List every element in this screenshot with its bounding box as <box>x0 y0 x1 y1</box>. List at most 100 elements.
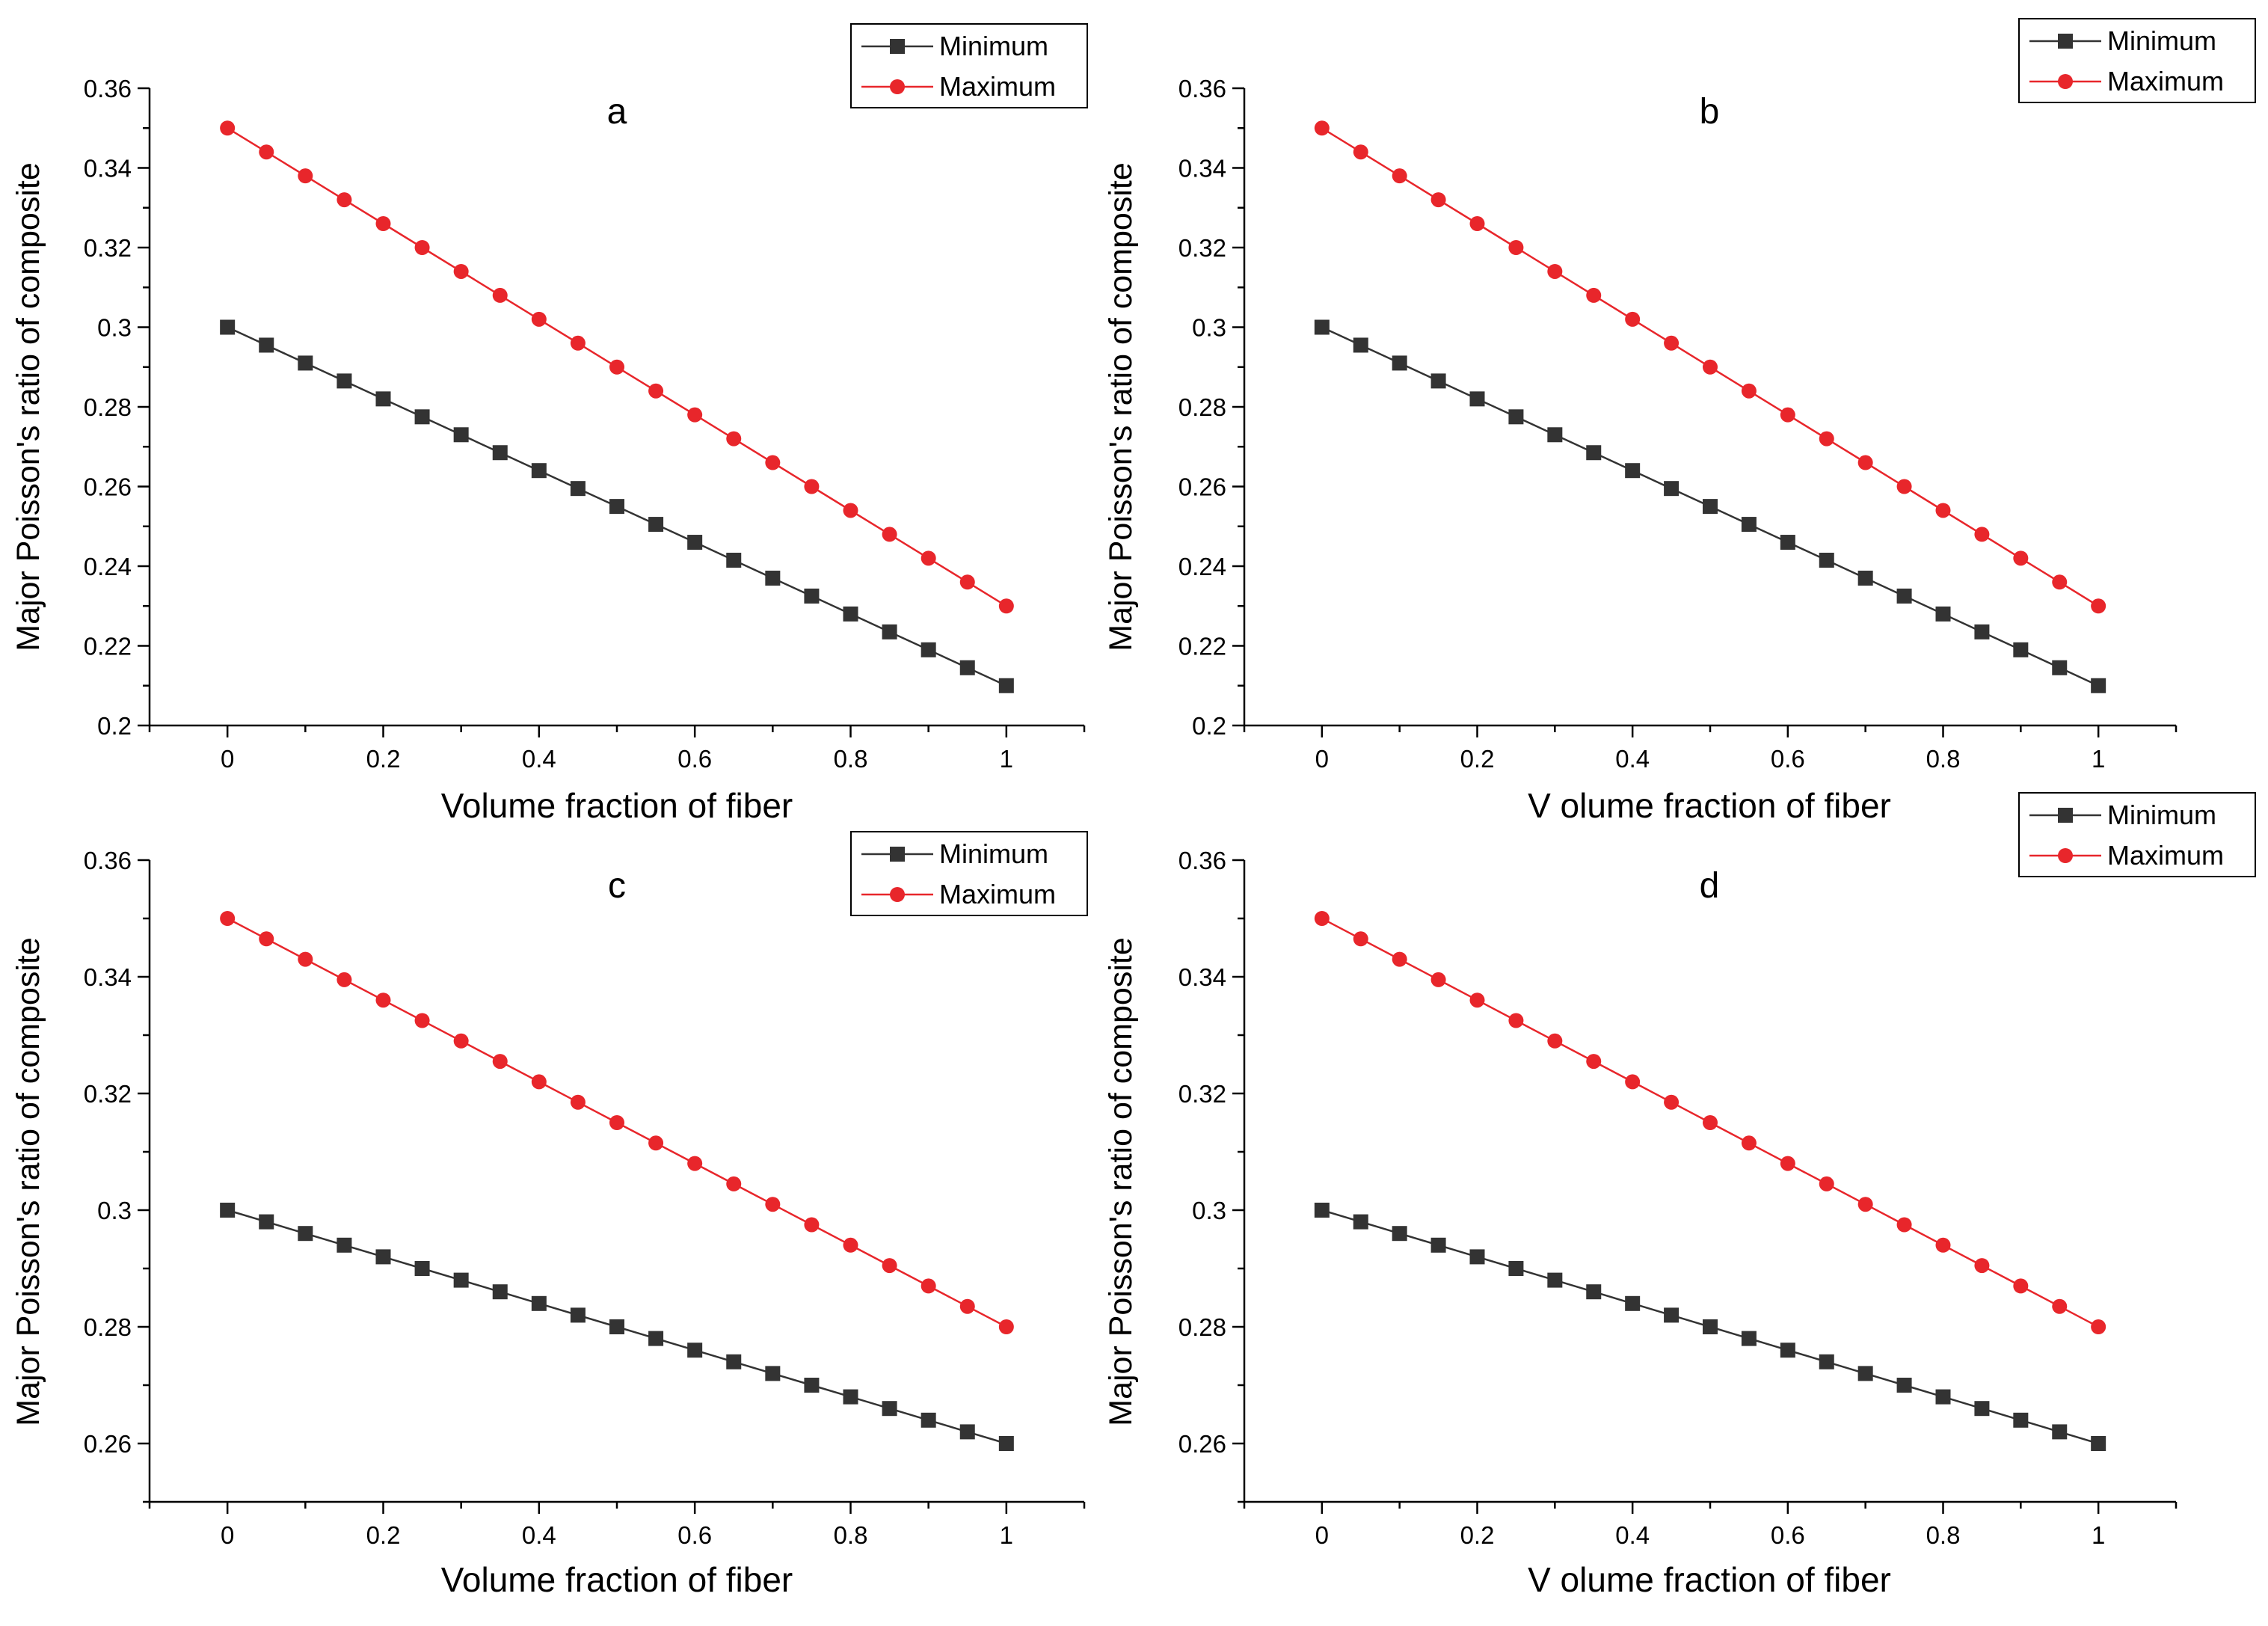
data-point <box>648 383 664 399</box>
data-point <box>2052 660 2068 675</box>
data-point <box>1703 1115 1718 1130</box>
legend-marker <box>890 847 905 862</box>
data-point <box>298 355 313 371</box>
data-point <box>1430 972 1446 987</box>
data-point <box>220 1203 236 1218</box>
data-point <box>921 550 936 566</box>
legend-box <box>2018 792 2256 877</box>
data-point <box>375 391 391 407</box>
data-point <box>336 972 352 987</box>
x-tick-label: 1 <box>1000 1521 1013 1549</box>
data-point <box>1741 517 1757 533</box>
y-axis-label: Major Poisson's ratio of composite <box>10 937 46 1426</box>
data-point <box>687 1156 703 1171</box>
data-point <box>375 216 391 232</box>
legend-marker <box>2058 848 2073 863</box>
data-point <box>1547 427 1563 443</box>
data-point <box>453 427 469 443</box>
data-point <box>921 1412 936 1428</box>
x-axis-label: V olume fraction of fiber <box>1528 1560 1891 1599</box>
data-point <box>609 1115 624 1130</box>
data-point <box>531 463 547 479</box>
data-point <box>882 1258 897 1274</box>
y-tick-label: 0.24 <box>84 553 132 580</box>
data-point <box>1430 192 1446 208</box>
data-point <box>1586 1284 1602 1300</box>
data-point <box>648 517 664 533</box>
data-point <box>259 1214 274 1230</box>
data-point <box>1664 335 1680 351</box>
legend-box <box>2018 18 2256 103</box>
y-tick-label: 0.32 <box>84 1080 132 1108</box>
chart-panel-c: 0 0.2 0.4 0.6 0.8 1 0.26 0.28 0.3 0.32 0.34 0.36 Vol… <box>10 831 1088 1599</box>
data-point <box>1664 481 1680 497</box>
y-tick-label: 0.32 <box>1178 1080 1226 1108</box>
data-point <box>998 598 1014 614</box>
data-point <box>648 1135 664 1151</box>
x-tick-label: 0.6 <box>1771 745 1805 773</box>
data-point <box>726 1354 742 1369</box>
x-tick-label: 0.8 <box>834 1521 868 1549</box>
data-point <box>1508 1013 1524 1028</box>
y-tick-label: 0.36 <box>1178 75 1226 102</box>
y-tick-label: 0.26 <box>1178 473 1226 501</box>
x-tick-label: 0.2 <box>366 1521 401 1549</box>
y-tick-label: 0.34 <box>84 155 132 182</box>
data-point <box>2091 1436 2106 1451</box>
data-point <box>804 1378 820 1393</box>
x-tick-label: 0.8 <box>834 745 868 773</box>
legend-label: Maximum <box>939 879 1056 909</box>
data-point <box>336 373 352 389</box>
data-point <box>570 335 586 351</box>
data-point <box>531 1295 547 1311</box>
data-point <box>765 455 781 470</box>
x-tick-label: 1 <box>2092 745 2105 773</box>
data-point <box>1935 1237 1951 1253</box>
data-point <box>336 192 352 208</box>
data-point <box>2052 1424 2068 1440</box>
x-tick-label: 0.8 <box>1926 1521 1961 1549</box>
data-point <box>1896 588 1912 604</box>
data-point <box>2091 678 2106 693</box>
legend-box <box>850 23 1088 108</box>
data-point <box>414 409 430 425</box>
data-point <box>1935 1389 1951 1405</box>
data-point <box>1780 1156 1795 1171</box>
legend-label: Minimum <box>2107 800 2216 830</box>
data-point <box>453 263 469 279</box>
data-point <box>1780 1343 1795 1358</box>
y-tick-label: 0.28 <box>84 393 132 421</box>
y-tick-label: 0.2 <box>97 712 132 740</box>
data-point <box>843 503 858 518</box>
x-tick-label: 1 <box>1000 745 1013 773</box>
legend-marker <box>2058 34 2073 49</box>
legend: Minimum Maximum <box>850 23 1088 108</box>
chart-panel-a: 0 0.2 0.4 0.6 0.8 1 0.2 0.22 0.24 0.26 0.28 0.3 0.32… <box>10 23 1088 825</box>
x-axis-label: Volume fraction of fiber <box>441 1560 793 1599</box>
chart-panel-b: 0 0.2 0.4 0.6 0.8 1 0.2 0.22 0.24 0.26 0.28 0.3 0.32… <box>1103 18 2256 825</box>
data-point <box>531 1074 547 1090</box>
data-point <box>2013 550 2029 566</box>
data-point <box>1314 1203 1330 1218</box>
x-axis-label: V olume fraction of fiber <box>1528 786 1891 825</box>
data-point <box>414 1261 430 1276</box>
data-point <box>1741 383 1757 399</box>
y-tick-label: 0.3 <box>97 314 132 342</box>
data-point <box>1392 951 1407 967</box>
data-point <box>1703 359 1718 375</box>
data-point <box>259 931 274 947</box>
data-point <box>1586 287 1602 303</box>
data-point <box>921 1278 936 1294</box>
data-point <box>220 911 236 926</box>
data-point <box>1819 553 1834 568</box>
data-point <box>959 660 975 675</box>
legend-marker <box>2058 74 2073 89</box>
series-maximum <box>1314 911 2106 1334</box>
data-point <box>1508 409 1524 425</box>
data-point <box>2091 1319 2106 1334</box>
data-point <box>1392 1226 1407 1242</box>
data-point <box>259 144 274 160</box>
data-point <box>2052 1298 2068 1314</box>
data-point <box>2013 1278 2029 1294</box>
x-tick-label: 0 <box>221 1521 234 1549</box>
